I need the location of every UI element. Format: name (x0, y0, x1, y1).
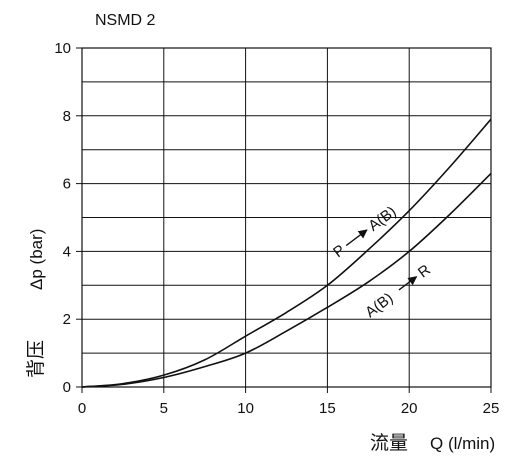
x-tick-label: 5 (160, 400, 168, 417)
series-line-p-to-ab (81, 118, 492, 388)
x-axis-title: Q (l/min) (430, 434, 495, 453)
y-tick-label: 0 (63, 379, 71, 396)
curves (81, 118, 492, 388)
axis-ticks (76, 47, 492, 393)
y-tick-label: 8 (63, 108, 71, 125)
curve-label-ab-start: A(B) (362, 290, 396, 322)
x-tick-label: 10 (237, 400, 254, 417)
y-tick-label: 10 (54, 40, 71, 57)
x-tick-label: 15 (319, 400, 336, 417)
curve-arrow-p-ab (345, 229, 368, 247)
curve-label-ab-end: R (415, 261, 434, 281)
y-tick-label: 2 (63, 311, 71, 328)
x-tick-label: 0 (78, 400, 86, 417)
y-tick-label: 4 (63, 243, 71, 260)
curve-label-p-end: A(B) (365, 203, 399, 235)
plot-frame (81, 47, 492, 388)
y-axis-title-cn: 背压 (25, 340, 47, 378)
y-tick-label: 6 (63, 176, 71, 193)
x-tick-label: 25 (483, 400, 500, 417)
tick-labels: 0 2 4 6 8 10 0 5 10 15 20 25 (54, 40, 499, 417)
x-axis-title-cn: 流量 (370, 432, 408, 454)
curve-arrow-ab-r (398, 276, 418, 291)
series-line-ab-to-r (81, 172, 492, 388)
chart-title: NSMD 2 (95, 12, 156, 29)
grid-lines (82, 48, 491, 387)
x-tick-label: 20 (401, 400, 418, 417)
y-axis-title: Δp (bar) (27, 229, 46, 290)
